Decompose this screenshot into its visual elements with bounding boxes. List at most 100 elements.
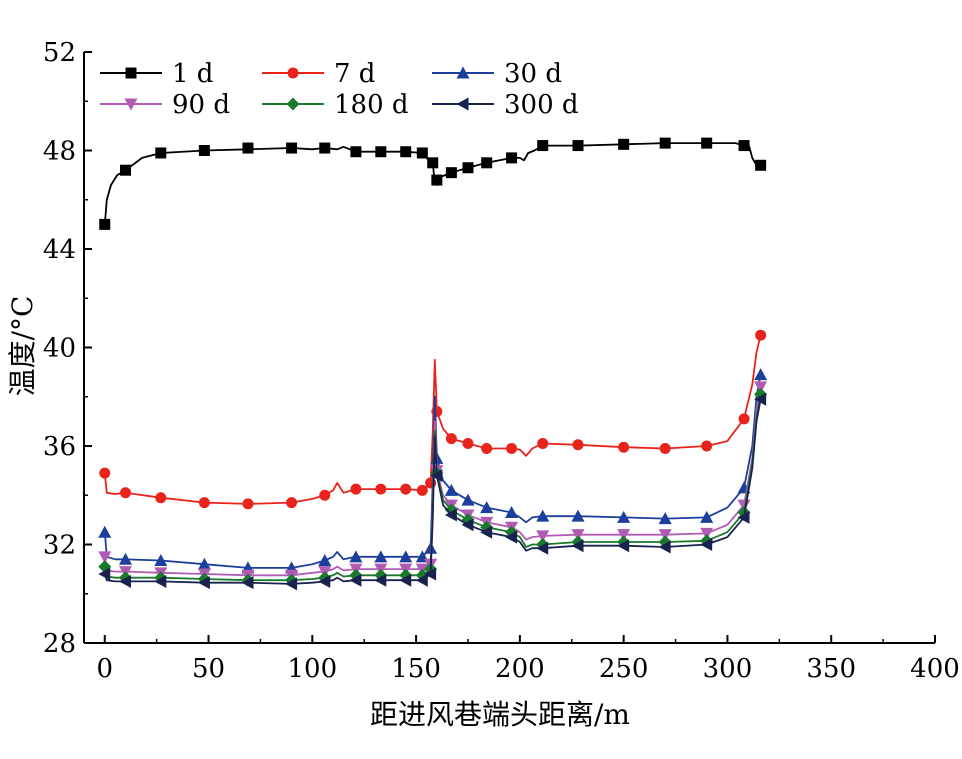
series-1 bbox=[99, 137, 767, 230]
x-axis-label: 距进风巷端头距离/m bbox=[370, 698, 630, 731]
data-point bbox=[700, 538, 713, 551]
series-line bbox=[103, 374, 762, 569]
data-point bbox=[571, 539, 584, 553]
data-point bbox=[375, 146, 387, 158]
series-2 bbox=[99, 329, 767, 510]
legend-label: 30 d bbox=[504, 59, 562, 89]
series-line bbox=[103, 399, 762, 585]
series-line bbox=[103, 386, 762, 577]
data-point bbox=[572, 140, 584, 152]
y-tick-label: 36 bbox=[43, 432, 76, 462]
data-point bbox=[415, 573, 428, 587]
legend-swatch-marker bbox=[287, 67, 299, 79]
y-tick-label: 48 bbox=[43, 137, 76, 167]
y-tick-label: 28 bbox=[43, 629, 76, 659]
y-tick-label: 40 bbox=[43, 334, 76, 364]
data-point bbox=[571, 509, 585, 522]
data-point bbox=[754, 392, 767, 406]
data-point bbox=[445, 167, 457, 179]
data-point bbox=[155, 492, 167, 504]
data-point bbox=[445, 433, 457, 445]
data-point bbox=[285, 577, 298, 591]
data-point bbox=[700, 510, 714, 523]
data-point bbox=[506, 442, 518, 454]
x-tick-label: 150 bbox=[391, 654, 441, 684]
legend-item: 1 d bbox=[100, 59, 213, 89]
legend-swatch-marker bbox=[456, 66, 470, 79]
data-point bbox=[738, 140, 750, 152]
data-point bbox=[618, 441, 630, 453]
data-point bbox=[99, 467, 111, 479]
legend-swatch-marker bbox=[286, 97, 300, 111]
data-point bbox=[755, 329, 767, 341]
data-point bbox=[659, 442, 671, 454]
data-point bbox=[427, 157, 439, 169]
data-point bbox=[536, 541, 549, 555]
legend-label: 7 d bbox=[334, 59, 375, 89]
data-point bbox=[461, 493, 475, 506]
legend-label: 180 d bbox=[334, 90, 409, 120]
data-point bbox=[658, 529, 672, 542]
data-point bbox=[98, 567, 111, 581]
data-point bbox=[462, 162, 474, 174]
data-point bbox=[701, 137, 713, 149]
x-tick-label: 250 bbox=[599, 654, 649, 684]
series-layer bbox=[98, 137, 768, 591]
data-point bbox=[399, 573, 412, 587]
data-point bbox=[506, 152, 518, 164]
x-tick-label: 350 bbox=[806, 654, 856, 684]
data-point bbox=[350, 483, 362, 495]
data-point bbox=[416, 484, 428, 496]
data-point bbox=[572, 439, 584, 451]
legend-swatch-marker bbox=[124, 98, 138, 111]
data-point bbox=[481, 442, 493, 454]
data-point bbox=[462, 438, 474, 450]
data-point bbox=[480, 501, 494, 514]
y-tick-label: 32 bbox=[43, 531, 76, 561]
legend-item: 180 d bbox=[262, 90, 409, 120]
data-point bbox=[241, 576, 254, 590]
data-point bbox=[536, 530, 550, 543]
data-point bbox=[617, 510, 631, 523]
data-point bbox=[242, 142, 254, 154]
data-point bbox=[444, 483, 458, 496]
legend-item: 90 d bbox=[100, 90, 230, 120]
y-tick-label: 44 bbox=[43, 235, 76, 265]
legend-label: 90 d bbox=[172, 90, 230, 120]
data-point bbox=[197, 576, 210, 590]
data-point bbox=[119, 552, 133, 565]
data-point bbox=[700, 527, 714, 540]
legend-label: 1 d bbox=[172, 59, 213, 89]
data-point bbox=[755, 159, 767, 171]
data-point bbox=[399, 550, 413, 563]
data-point bbox=[349, 573, 362, 587]
data-point bbox=[98, 551, 112, 564]
data-point bbox=[480, 525, 493, 539]
data-point bbox=[99, 218, 111, 230]
data-point bbox=[350, 146, 362, 158]
y-axis-label: 温度/°C bbox=[6, 296, 39, 397]
data-point bbox=[242, 498, 254, 510]
data-point bbox=[537, 438, 549, 450]
data-point bbox=[400, 483, 412, 495]
x-tick-label: 0 bbox=[96, 654, 113, 684]
data-point bbox=[617, 529, 631, 542]
data-point bbox=[374, 550, 388, 563]
data-point bbox=[444, 508, 457, 522]
x-tick-label: 300 bbox=[703, 654, 753, 684]
legend-swatch-marker bbox=[125, 67, 137, 79]
legend: 1 d 7 d 30 d 90 d 180 d 300 d bbox=[100, 59, 579, 120]
data-point bbox=[571, 529, 585, 542]
data-point bbox=[155, 147, 167, 159]
data-point bbox=[119, 574, 132, 588]
series-line bbox=[103, 394, 762, 582]
data-point bbox=[375, 483, 387, 495]
data-point bbox=[197, 557, 211, 570]
data-point bbox=[198, 145, 210, 156]
data-point bbox=[431, 174, 443, 186]
data-point bbox=[416, 147, 428, 159]
data-point bbox=[286, 142, 298, 154]
data-point bbox=[319, 142, 331, 154]
